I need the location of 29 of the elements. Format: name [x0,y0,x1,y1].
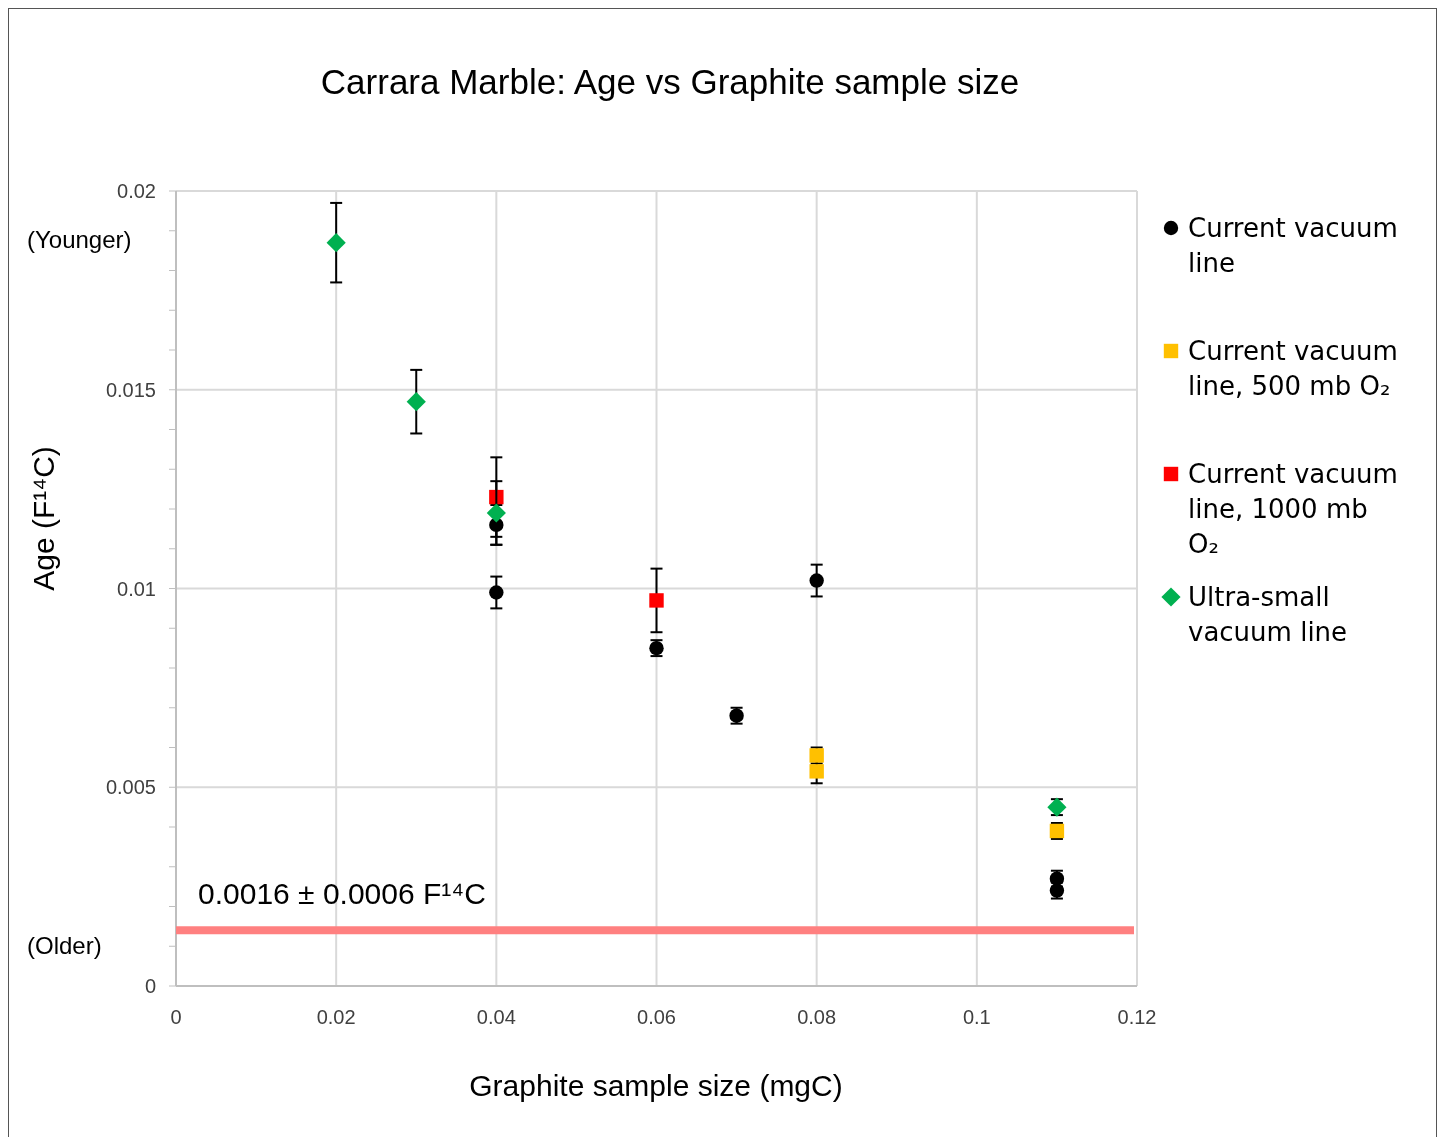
x-tick-label: 0.08 [797,1006,837,1028]
chart-title: Carrara Marble: Age vs Graphite sample size [320,62,1020,101]
x-tick-label: 0 [170,1006,182,1028]
point [486,503,506,523]
point [809,764,824,779]
x-tick-label: 0.06 [637,1006,676,1028]
legend-label: Current vacuum line, 500 mb O₂ [1188,336,1398,402]
point [489,585,504,600]
y-tick-label: 0 [144,975,156,997]
y-tick-label: 0.005 [105,776,156,799]
ref-line-label: 0.0016 ± 0.0006 F¹⁴C [198,877,486,911]
point [406,392,426,412]
y-tick-label: 0.01 [117,577,156,600]
legend-label: Current vacuum line, 1000 mb O₂ [1188,459,1398,560]
point [649,593,664,608]
x-tick-label: 0.1 [962,1006,991,1028]
legend-label: Current vacuum line [1188,213,1398,279]
x-tick-label: 0.04 [476,1006,516,1028]
point [809,573,824,588]
y-tick-label: 0.015 [105,378,156,401]
x-axis-title: Graphite sample size (mgC) [469,1069,843,1102]
point [326,233,346,253]
text: (Older) [27,932,102,959]
text: (Younger) [27,226,132,253]
x-tick-label: 0.12 [1117,1006,1157,1028]
y-tick-label: 0.02 [117,180,156,202]
x-tick-label: 0.02 [316,1006,356,1028]
legend-label: Ultra-small vacuum line [1188,582,1348,648]
y-axis-title: Age (F¹⁴C) [27,446,60,591]
